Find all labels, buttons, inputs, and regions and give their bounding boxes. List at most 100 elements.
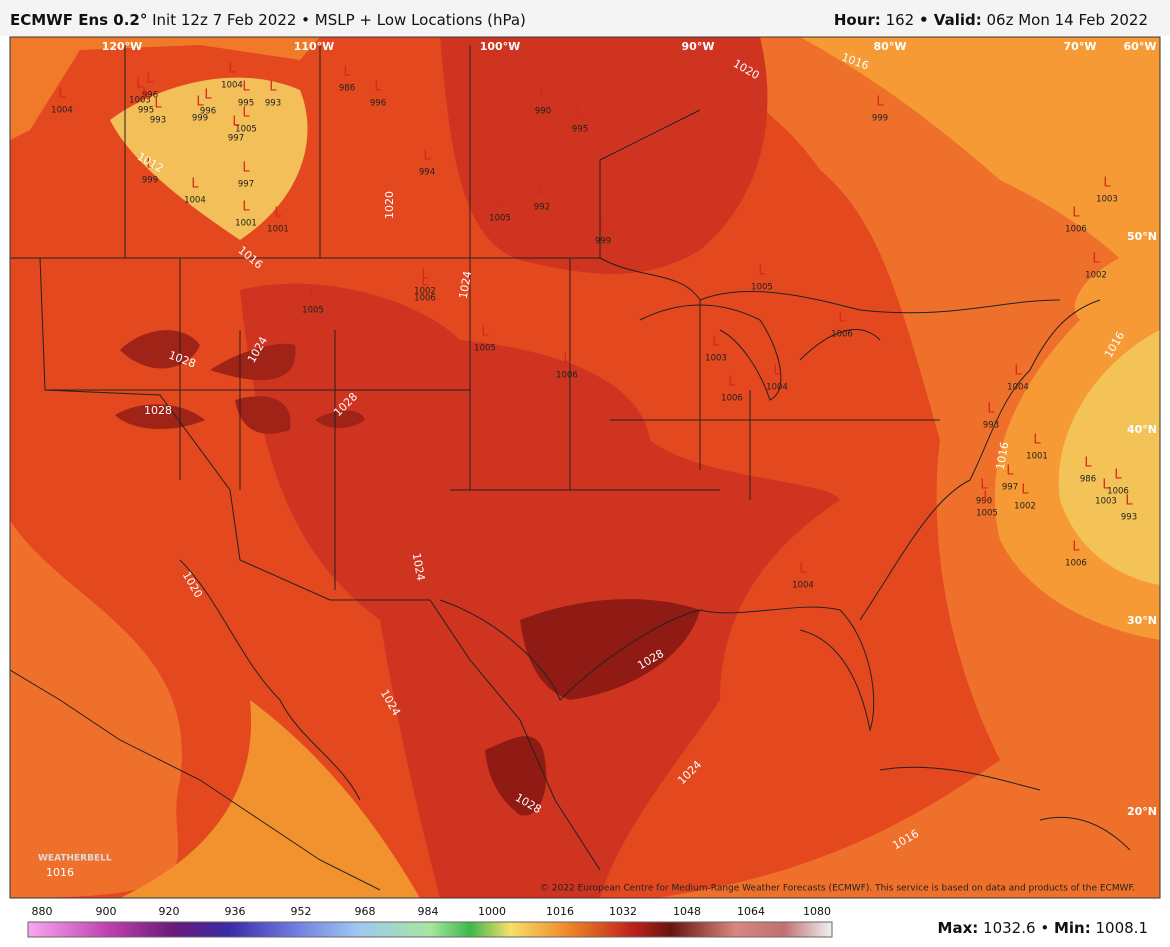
pressure-region — [520, 599, 700, 700]
low-marker: L — [136, 77, 144, 92]
valid: 06z Mon 14 Feb 2022 — [987, 11, 1148, 29]
longitude-label: 120°W — [102, 40, 143, 53]
pressure-region — [440, 37, 768, 274]
longitude-label: 70°W — [1064, 40, 1097, 53]
low-marker: L — [983, 490, 991, 505]
low-pressure: 1003 — [705, 354, 727, 364]
map-frame — [9, 36, 1161, 899]
low-pressure: 986 — [1080, 475, 1096, 485]
low-pressure: 994 — [419, 168, 435, 178]
latitude-label: 50°N — [1127, 230, 1157, 243]
colorbar-tick-label: 936 — [225, 905, 246, 918]
min-label: Min: — [1054, 919, 1091, 937]
colorbar-tick-label: 952 — [291, 905, 312, 918]
low-pressure: 1004 — [221, 81, 243, 91]
header: ECMWF Ens 0.2° Init 12z 7 Feb 2022 • MSL… — [10, 11, 526, 29]
pressure-region — [120, 700, 420, 898]
boundaries — [10, 45, 1131, 891]
low-marker: L — [374, 80, 382, 95]
longitude-label: 60°W — [1124, 40, 1157, 53]
max: 1032.6 — [983, 919, 1036, 937]
contour-label: 1020 — [383, 191, 396, 219]
low-marker: L — [987, 402, 995, 417]
low-marker: L — [1084, 456, 1092, 471]
low-marker: L — [563, 352, 571, 367]
colorbar-tick-label: 880 — [32, 905, 53, 918]
low-pressure: 993 — [1121, 513, 1137, 523]
low-marker: L — [1114, 468, 1122, 483]
credit: © 2022 European Centre for Medium-Range … — [540, 884, 1135, 894]
longitude-label: 80°W — [874, 40, 907, 53]
latitude-label: 40°N — [1127, 423, 1157, 436]
low-pressure: 1001 — [235, 219, 257, 229]
colorbar-tick-label: 1032 — [609, 905, 637, 918]
low-marker: L — [876, 95, 884, 110]
low-marker: L — [242, 80, 250, 95]
low-pressure: 1004 — [1007, 383, 1029, 393]
colorbar-tick-label: 1000 — [478, 905, 506, 918]
pressure-region — [1058, 330, 1160, 585]
low-pressure: 993 — [265, 99, 281, 109]
contour-label: 1024 — [410, 552, 428, 582]
pressure-region — [10, 520, 182, 898]
pressure-region — [800, 37, 1160, 300]
low-marker: L — [146, 72, 154, 87]
low-marker: L — [1102, 478, 1110, 493]
low-pressure: 1001 — [1026, 452, 1048, 462]
low-marker: L — [1006, 464, 1014, 479]
low-pressure: 1006 — [1065, 225, 1087, 235]
latitude-label: 20°N — [1127, 805, 1157, 818]
title: ECMWF Ens 0.2° — [10, 11, 147, 29]
min: 1008.1 — [1096, 919, 1149, 937]
low-marker: L — [576, 106, 584, 121]
low-pressure: 993 — [983, 421, 999, 431]
low-pressure: 1003 — [1095, 497, 1117, 507]
low-pressure: 999 — [142, 176, 158, 186]
low-pressure: 996 — [142, 91, 158, 101]
low-pressure: 997 — [228, 134, 244, 144]
low-marker: L — [1072, 206, 1080, 221]
low-marker: L — [599, 218, 607, 233]
low-marker: L — [191, 177, 199, 192]
low-pressure: 1002 — [1014, 502, 1036, 512]
low-pressure: 1006 — [721, 394, 743, 404]
low-pressure: 1001 — [267, 225, 289, 235]
contour-label: 1028 — [144, 404, 172, 417]
low-marker: L — [539, 88, 547, 103]
longitude-label: 100°W — [480, 40, 521, 53]
low-marker: L — [538, 184, 546, 199]
low-pressure: 997 — [238, 180, 254, 190]
low-pressure: 995 — [138, 106, 154, 116]
low-marker: L — [142, 87, 150, 102]
map — [10, 37, 1160, 898]
low-pressure: 1002 — [1085, 271, 1107, 281]
low-marker: L — [838, 311, 846, 326]
low-pressure: 996 — [200, 107, 216, 117]
pressure-region — [485, 736, 547, 816]
low-pressure: 990 — [535, 107, 551, 117]
low-marker: L — [799, 562, 807, 577]
low-marker: L — [1021, 483, 1029, 498]
low-pressure: 995 — [572, 125, 588, 135]
pressure-region — [10, 37, 320, 140]
latitude-label: 30°N — [1127, 614, 1157, 627]
low-marker: L — [1103, 176, 1111, 191]
low-marker: L — [1092, 252, 1100, 267]
valid-label: • Valid: — [919, 11, 982, 29]
low-marker: L — [274, 206, 282, 221]
low-marker: L — [343, 65, 351, 80]
header-bar — [0, 0, 1170, 36]
low-marker: L — [146, 157, 154, 172]
extremes: Max: 1032.6 • Min: 1008.1 — [938, 919, 1148, 937]
low-marker: L — [423, 149, 431, 164]
low-marker: L — [980, 478, 988, 493]
subtitle: Init 12z 7 Feb 2022 • MSLP + Low Locatio… — [152, 11, 526, 29]
low-marker: L — [154, 97, 162, 112]
low-pressure: 995 — [238, 99, 254, 109]
low-pressure: 1004 — [184, 196, 206, 206]
low-marker: L — [309, 287, 317, 302]
low-pressure: 1004 — [766, 383, 788, 393]
colorbar-tick-label: 900 — [96, 905, 117, 918]
colorbar-tick-label: 1048 — [673, 905, 701, 918]
